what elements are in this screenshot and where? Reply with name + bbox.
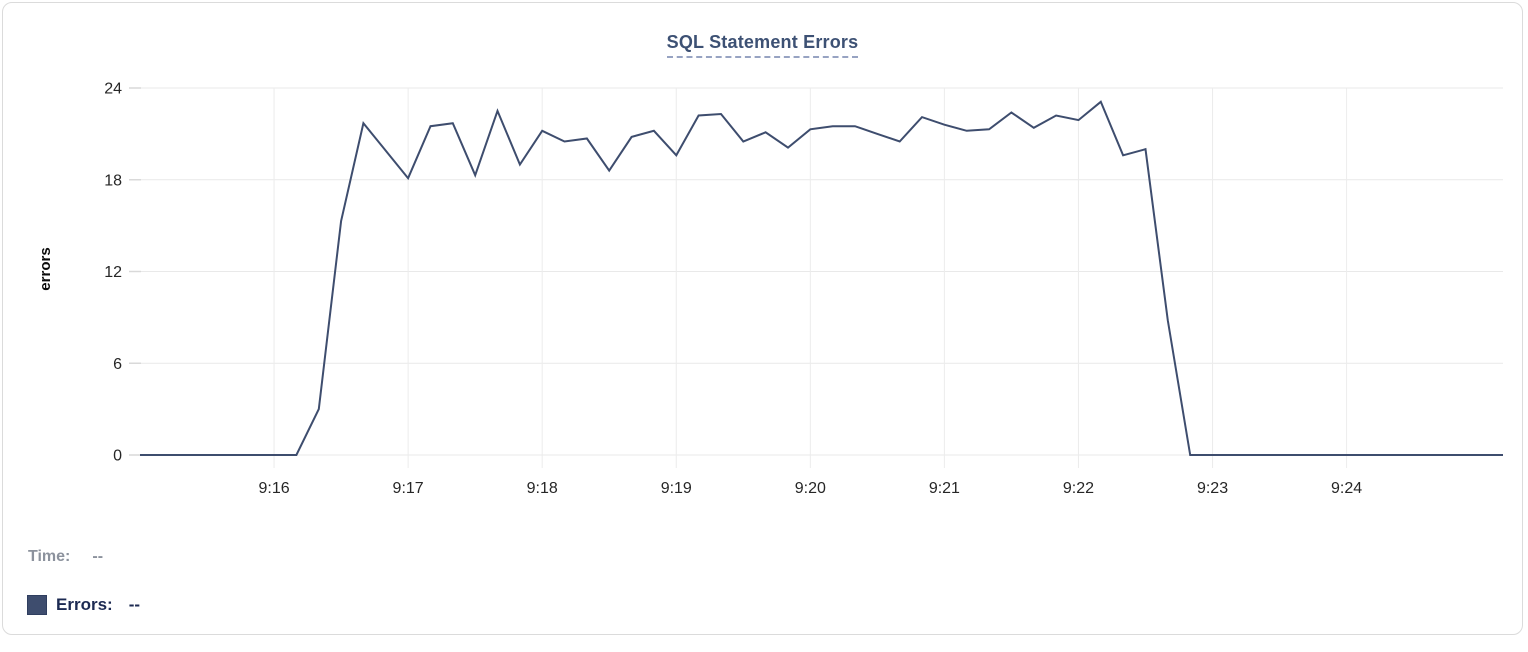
x-axis-tick-label: 9:21 (929, 480, 960, 497)
y-axis-tick-label: 24 (104, 81, 122, 98)
chart-card: SQL Statement Errors 0 6 12 18 24 9:16 9:17 9:1… (2, 2, 1523, 635)
y-axis-tick-label: 18 (104, 172, 122, 189)
sql-errors-line-chart[interactable]: 0 6 12 18 24 9:16 9:17 9:18 9:19 9:20 9:21 9:22 9:23… (3, 3, 1528, 511)
chart-header: SQL Statement Errors (3, 32, 1522, 58)
x-axis-tick-label: 9:19 (661, 480, 692, 497)
y-axis-tick-label: 12 (104, 264, 122, 281)
y-axis-tick-label: 6 (113, 356, 122, 373)
y-axis-tick-label: 0 (113, 448, 122, 465)
readout-time-row: Time: -- (28, 548, 103, 566)
errors-label: Errors: (56, 595, 113, 614)
x-axis-tick-label: 9:20 (795, 480, 826, 497)
x-axis-tick-label: 9:22 (1063, 480, 1094, 497)
chart-title[interactable]: SQL Statement Errors (666, 32, 859, 58)
x-axis-tick-label: 9:23 (1197, 480, 1228, 497)
errors-series-swatch (27, 595, 47, 615)
readout-errors-row: Errors: -- (27, 595, 140, 615)
time-value: -- (92, 548, 104, 565)
time-label: Time: (28, 548, 71, 565)
x-axis-tick-label: 9:24 (1331, 480, 1362, 497)
errors-series-line[interactable] (140, 100, 1503, 456)
errors-value: -- (128, 595, 141, 614)
y-axis-label: errors (37, 247, 54, 290)
x-axis-tick-label: 9:18 (527, 480, 558, 497)
x-axis-tick-label: 9:17 (393, 480, 424, 497)
x-axis-tick-label: 9:16 (258, 480, 289, 497)
